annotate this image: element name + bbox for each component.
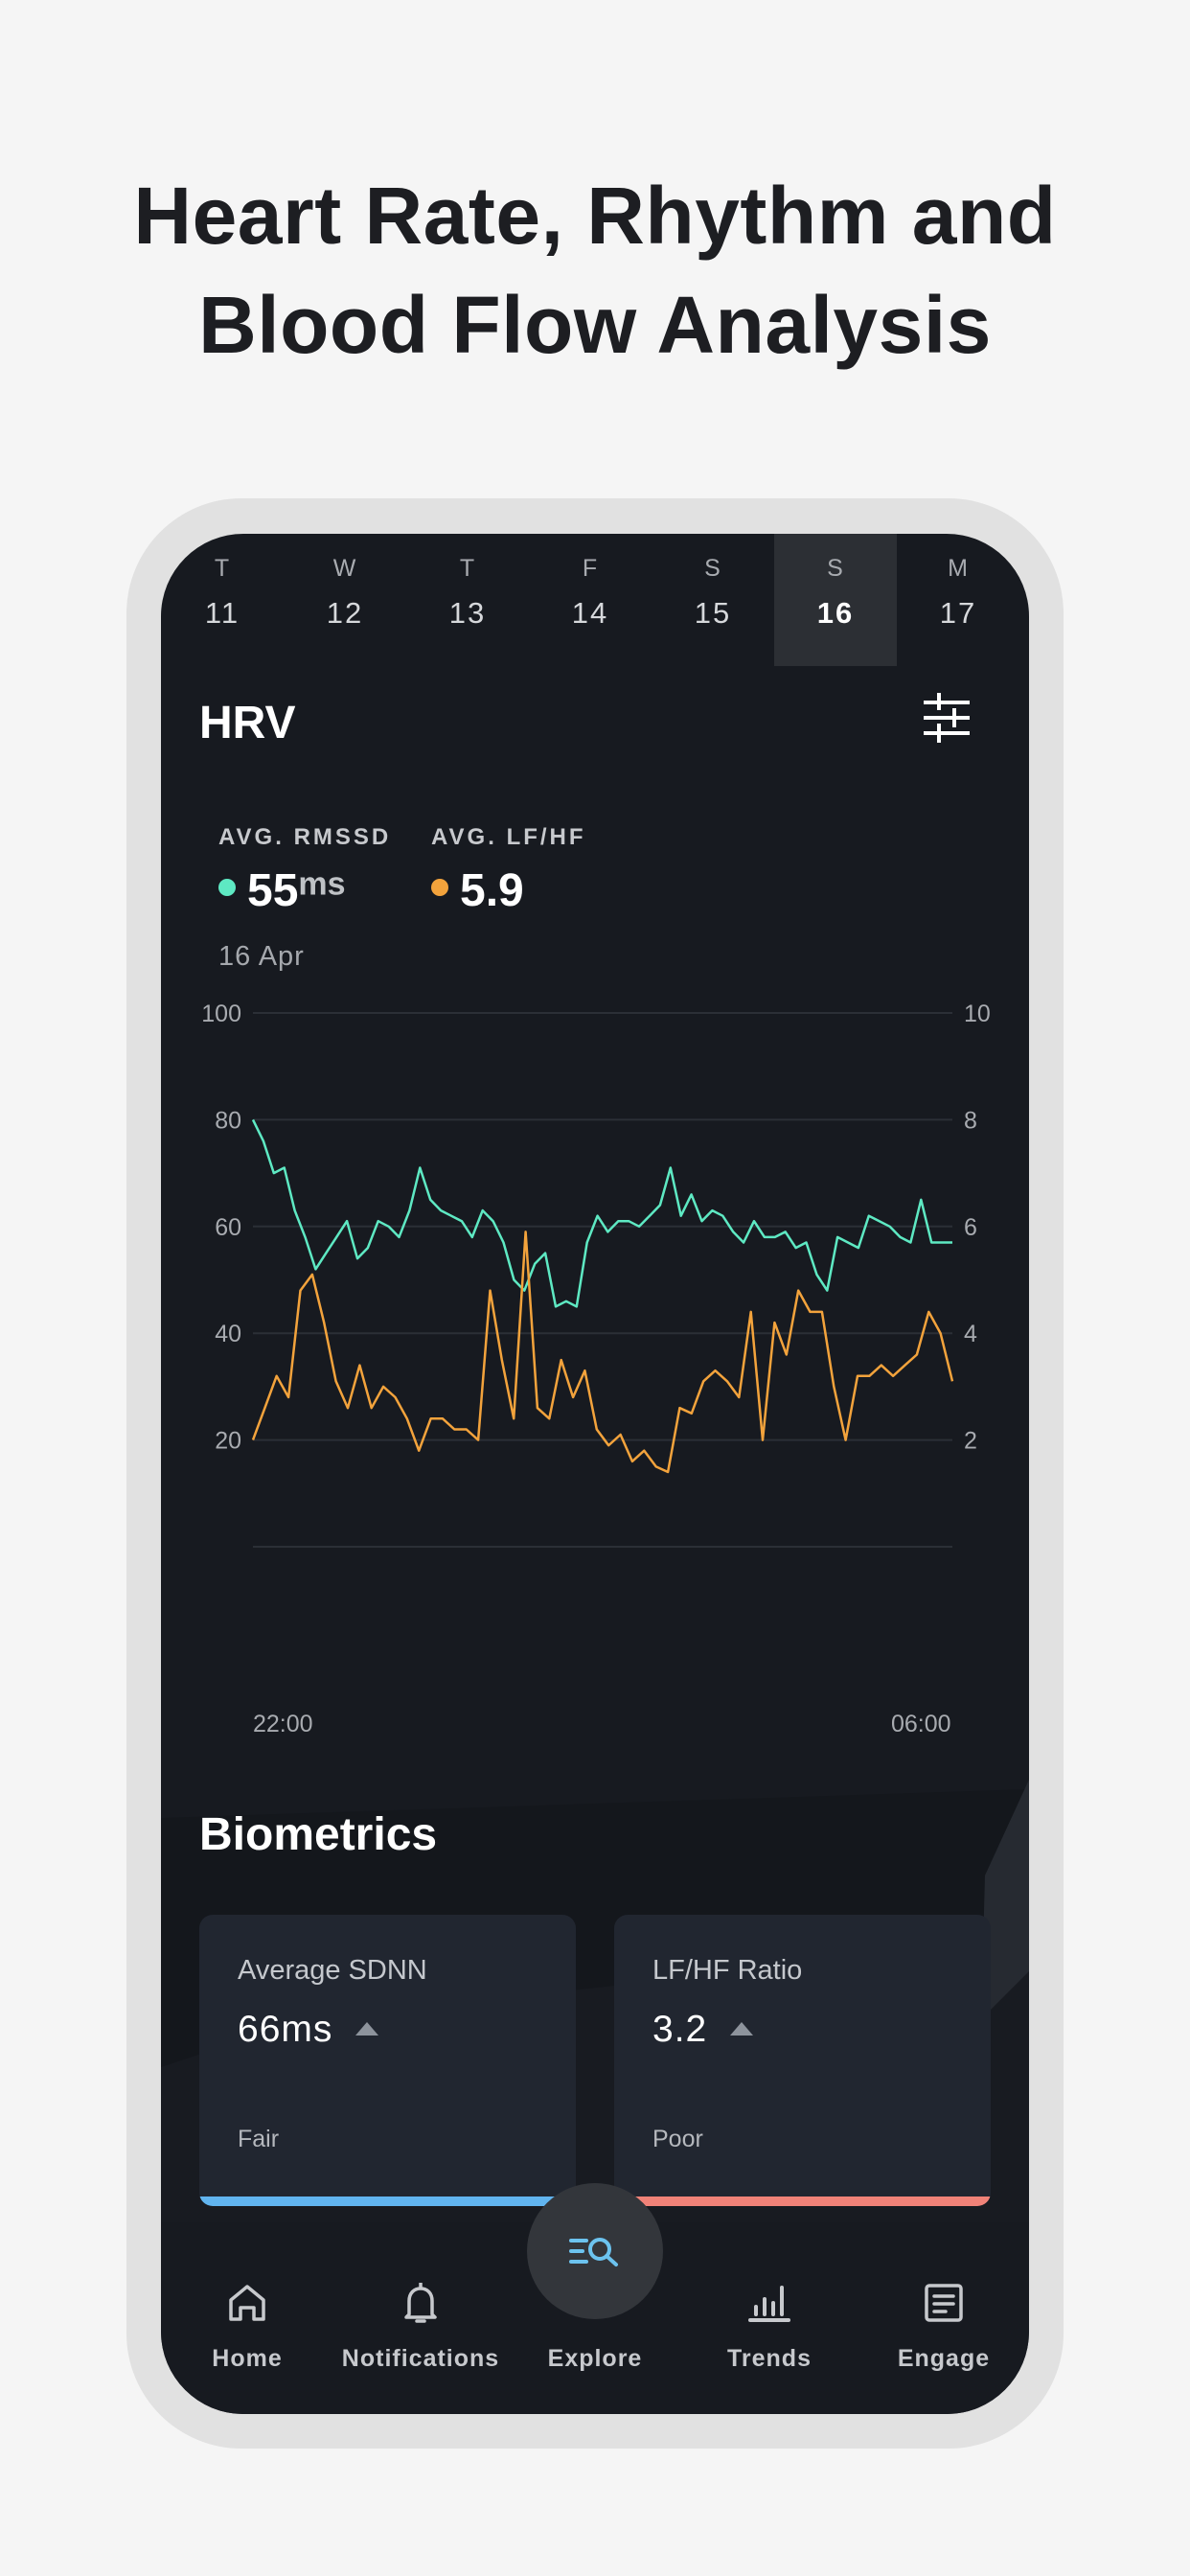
day-letter: T [459, 555, 476, 582]
stat-value-row: 5.9 [431, 864, 524, 917]
stat-value: 55 [247, 865, 299, 916]
nav-label: Home [212, 2345, 283, 2372]
y-right-tick: 6 [964, 1214, 977, 1241]
card-label: LF/HF Ratio [652, 1955, 803, 1986]
y-right-tick: 8 [964, 1107, 977, 1134]
day-15[interactable]: S 15 [652, 534, 774, 666]
headline-line-1: Heart Rate, Rhythm and [133, 171, 1057, 261]
nav-trends[interactable]: Trends [683, 2222, 856, 2414]
day-16-selected[interactable]: S 16 [774, 534, 897, 666]
nav-explore[interactable]: Explore [509, 2222, 681, 2414]
document-icon [925, 2284, 963, 2322]
y-left-tick: 40 [215, 1321, 241, 1347]
rmssd-series-line [251, 1118, 952, 1308]
y-left-tick: 60 [215, 1214, 241, 1241]
card-status-bar [199, 2196, 576, 2206]
y-left-tick: 80 [215, 1107, 241, 1134]
day-letter: M [948, 555, 969, 582]
hrv-title: HRV [199, 698, 296, 748]
trend-up-icon [730, 2021, 754, 2036]
day-number: 17 [939, 596, 977, 630]
nav-label: Engage [897, 2345, 991, 2372]
x-axis-start-label: 22:00 [253, 1711, 313, 1737]
y-left-tick: 20 [215, 1428, 241, 1455]
day-number: 11 [204, 596, 240, 630]
headline-line-2: Blood Flow Analysis [198, 280, 992, 370]
filter-button[interactable] [918, 689, 975, 747]
day-number: 15 [694, 596, 732, 630]
stat-unit: ms [298, 865, 346, 903]
stat-lfhf: AVG. LF/HF 5.9 [431, 824, 586, 916]
nav-label: Trends [727, 2345, 812, 2372]
sdnn-card[interactable]: Average SDNN 66ms Fair [199, 1915, 576, 2206]
day-number: 13 [448, 596, 487, 630]
day-letter: T [214, 555, 231, 582]
lfhf-series-line [251, 1230, 954, 1474]
day-number: 12 [326, 596, 364, 630]
day-11[interactable]: T 11 [161, 534, 284, 666]
card-value-row: 3.2 [652, 2009, 754, 2051]
bar-chart-icon [748, 2286, 790, 2322]
day-17[interactable]: M 17 [897, 534, 1019, 666]
stat-value-row: 55ms [218, 864, 346, 917]
explore-fab[interactable] [527, 2183, 663, 2319]
rmssd-legend-dot [218, 878, 236, 896]
nav-notifications[interactable]: Notifications [334, 2222, 507, 2414]
stat-rmssd: AVG. RMSSD 55ms [218, 824, 392, 916]
card-label: Average SDNN [238, 1955, 427, 1986]
day-letter: S [827, 555, 844, 582]
day-12[interactable]: W 12 [284, 534, 406, 666]
y-right-tick: 10 [964, 1000, 991, 1027]
stat-label: AVG. RMSSD [218, 824, 392, 850]
nav-engage[interactable]: Engage [858, 2222, 1029, 2414]
lfhf-card[interactable]: LF/HF Ratio 3.2 Poor [614, 1915, 991, 2206]
hrv-chart: 100 80 60 40 20 10 8 6 4 2 [201, 1000, 991, 1548]
stat-value: 5.9 [460, 865, 524, 916]
nav-label: Explore [547, 2345, 643, 2372]
nav-home[interactable]: Home [161, 2222, 333, 2414]
day-13[interactable]: T 13 [406, 534, 529, 666]
card-status: Fair [238, 2126, 280, 2152]
day-14[interactable]: F 14 [529, 534, 652, 666]
search-list-icon [569, 2238, 618, 2266]
day-letter: F [582, 555, 599, 582]
home-icon [229, 2285, 265, 2321]
card-status-bar [614, 2196, 991, 2206]
card-value: 66ms [238, 2009, 333, 2050]
y-right-tick: 4 [964, 1321, 977, 1347]
lfhf-legend-dot [431, 878, 448, 896]
y-left-tick: 100 [201, 1000, 241, 1027]
headline: Heart Rate, Rhythm and Blood Flow Analys… [0, 161, 1190, 380]
biometrics-title: Biometrics [199, 1809, 438, 1860]
bell-icon [404, 2283, 437, 2323]
x-axis-end-label: 06:00 [891, 1711, 951, 1737]
phone-screen: T 11 W 12 T 13 F 14 S 15 S 16 M 17 HRV [161, 534, 1029, 2414]
selected-date: 16 Apr [218, 941, 305, 972]
day-letter: S [704, 555, 721, 582]
card-status: Poor [652, 2126, 703, 2152]
stat-label: AVG. LF/HF [431, 824, 586, 850]
y-right-tick: 2 [964, 1428, 977, 1455]
day-letter: W [332, 555, 357, 582]
week-strip: T 11 W 12 T 13 F 14 S 15 S 16 M 17 [161, 534, 1029, 666]
sliders-icon [924, 693, 970, 743]
card-value-row: 66ms [238, 2009, 379, 2051]
nav-label: Notifications [341, 2345, 500, 2372]
day-number: 16 [816, 596, 855, 630]
day-number: 14 [571, 596, 609, 630]
trend-up-icon [355, 2021, 379, 2036]
card-value: 3.2 [652, 2009, 708, 2050]
